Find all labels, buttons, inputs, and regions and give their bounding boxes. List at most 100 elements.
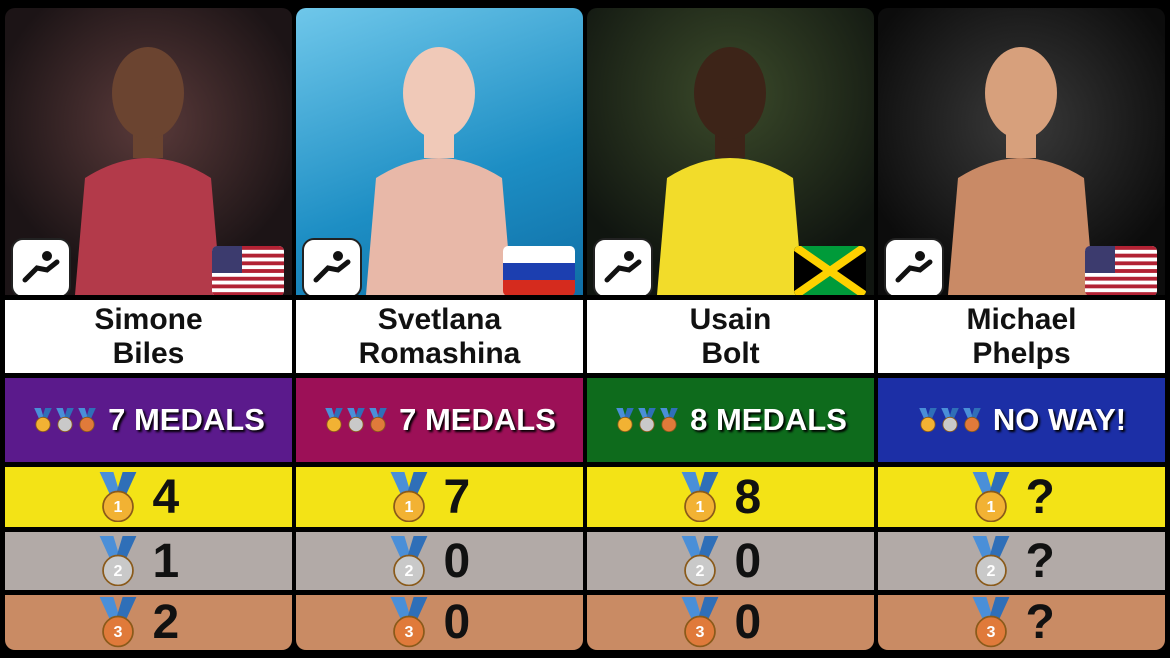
medal-icon [919,407,937,432]
medal-icon [325,407,343,432]
medal-icon: 2 [681,535,718,587]
medal-rank: 2 [113,562,122,580]
medal-rank: 1 [695,498,704,516]
silver-count: ? [1025,534,1055,588]
medal-rank: 3 [986,623,995,641]
medal-trio [323,407,389,432]
medal-rank: 1 [404,498,413,516]
athlete-name: Simone Biles [5,300,292,373]
bronze-count: ? [1025,596,1055,649]
medal-icon [660,407,678,432]
medal-rank: 2 [986,562,995,580]
country-flag [1085,246,1157,295]
country-flag [794,246,866,295]
athlete-photo [878,8,1165,295]
bronze-count: 0 [443,596,471,649]
medal-icon: 1 [390,471,427,523]
athlete-figure [657,47,803,295]
medal-rank: 3 [404,623,413,641]
medal-icon: 1 [99,471,136,523]
name-line: Biles [112,336,185,370]
medal-icon [34,407,52,432]
athlete-name: Michael Phelps [878,300,1165,373]
bronze-count: 2 [152,596,180,649]
athlete-photo [587,8,874,295]
medals-text: NO WAY! [992,402,1127,437]
gold-row: 1? [878,467,1165,527]
bronze-count: 0 [734,596,762,649]
athlete-figure [948,47,1094,295]
medal-icon: 2 [390,535,427,587]
medal-rank: 3 [695,623,704,641]
medal-icon [941,407,959,432]
athlete-photo [5,8,292,295]
medal-icon: 2 [99,535,136,587]
medal-trio [614,407,680,432]
silver-count: 1 [152,534,180,588]
sport-icon [302,238,362,295]
medal-icon: 2 [972,535,1009,587]
sport-icon [11,238,71,295]
medal-trio [32,407,98,432]
medal-icon: 3 [390,597,427,648]
sport-icon [884,238,944,295]
medal-rank: 1 [986,498,995,516]
medal-icon: 1 [681,471,718,523]
medals-banner: 8 MEDALS [587,378,874,462]
medals-text: 7 MEDALS [399,402,556,437]
athlete-figure [366,47,512,295]
medal-icon [347,407,365,432]
name-line: Bolt [701,336,760,370]
medals-banner: NO WAY! [878,378,1165,462]
athlete-name: Svetlana Romashina [296,300,583,373]
medals-banner: 7 MEDALS [296,378,583,462]
medal-icon: 3 [972,597,1009,648]
gold-count: ? [1025,470,1055,524]
gold-count: 8 [734,470,762,524]
athlete-name: Usain Bolt [587,300,874,373]
medal-icon: 1 [972,471,1009,523]
medal-icon: 3 [681,597,718,648]
medal-icon [56,407,74,432]
medal-icon [616,407,634,432]
name-line: Usain [689,302,772,336]
medals-text: 7 MEDALS [108,402,265,437]
medal-icon [638,407,656,432]
silver-row: 2? [878,532,1165,590]
silver-count: 0 [443,534,471,588]
name-line: Michael [966,302,1077,336]
athlete-figure [75,47,221,295]
medals-banner: 7 MEDALS [5,378,292,462]
medal-rank: 2 [404,562,413,580]
medal-icon [78,407,96,432]
medal-trio [917,407,983,432]
medal-rank: 1 [113,498,122,516]
medal-rank: 3 [113,623,122,641]
athlete-photo [296,8,583,295]
name-line: Phelps [972,336,1071,370]
bronze-row: 3? [878,595,1165,650]
name-line: Romashina [358,336,521,370]
medals-text: 8 MEDALS [690,402,847,437]
medal-icon [963,407,981,432]
sport-icon [593,238,653,295]
country-flag [503,246,575,295]
country-flag [212,246,284,295]
name-line: Simone [94,302,203,336]
gold-count: 7 [443,470,471,524]
medal-icon: 3 [99,597,136,648]
medal-rank: 2 [695,562,704,580]
silver-count: 0 [734,534,762,588]
medal-icon [369,407,387,432]
gold-count: 4 [152,470,180,524]
